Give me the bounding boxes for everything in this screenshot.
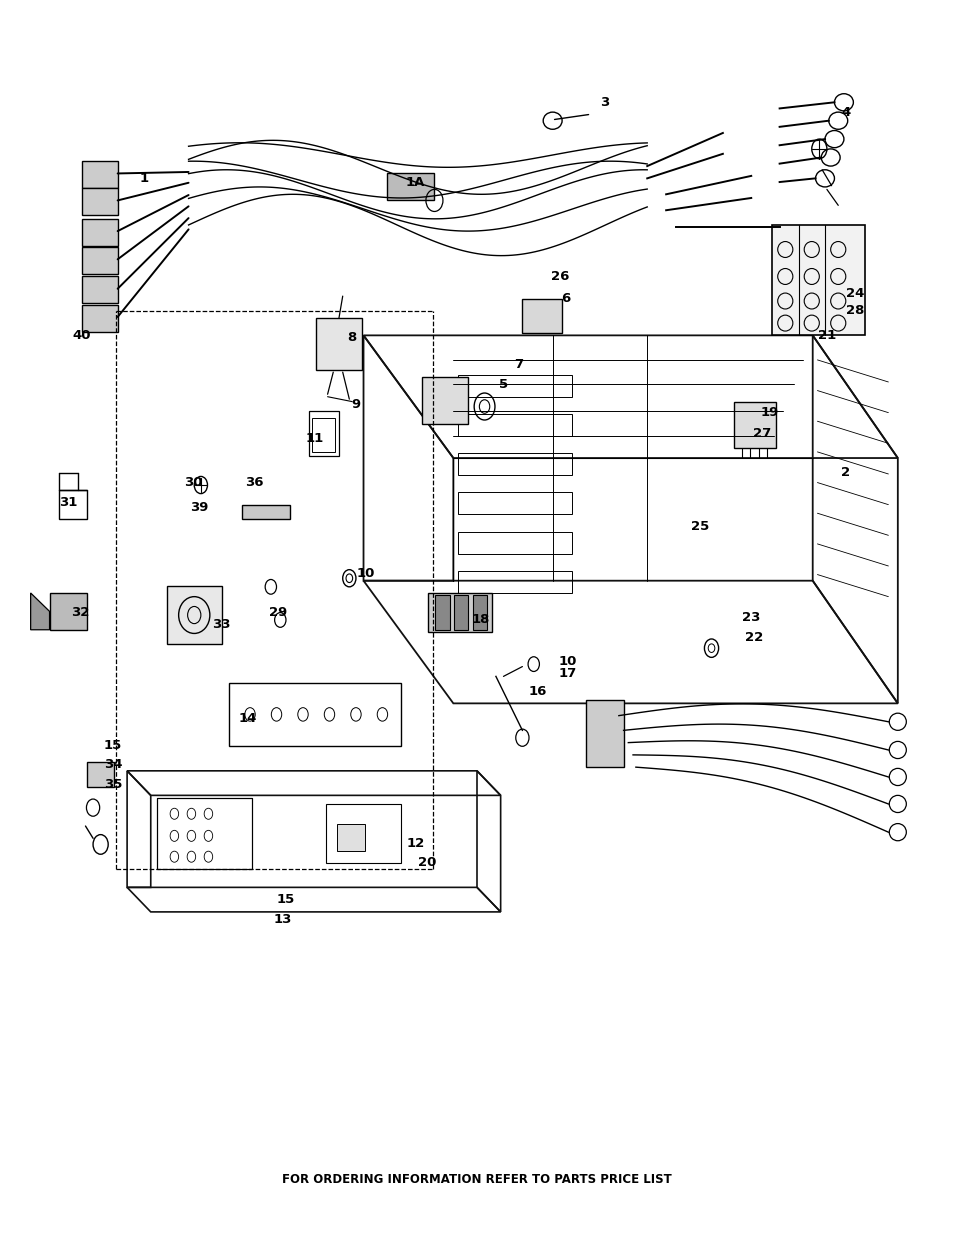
Text: 12: 12 (406, 836, 424, 850)
Bar (387, 173, 434, 200)
Bar (457, 531, 571, 553)
Text: 15: 15 (276, 893, 294, 906)
Text: 1: 1 (139, 172, 149, 185)
Text: 10: 10 (355, 567, 375, 580)
Bar (457, 493, 571, 515)
Bar (457, 571, 571, 593)
Bar (309, 411, 338, 456)
Bar (59, 490, 88, 520)
Text: 23: 23 (741, 611, 760, 624)
Text: FOR ORDERING INFORMATION REFER TO PARTS PRICE LIST: FOR ORDERING INFORMATION REFER TO PARTS … (282, 1173, 671, 1186)
Text: 15: 15 (104, 739, 122, 752)
Bar (457, 453, 571, 475)
Text: 36: 36 (244, 475, 263, 489)
Bar (454, 595, 468, 630)
Text: 17: 17 (558, 667, 577, 680)
Text: 28: 28 (845, 304, 863, 317)
Bar (336, 824, 365, 851)
Bar (82, 277, 117, 304)
Bar (82, 219, 117, 246)
Polygon shape (30, 593, 50, 630)
Bar (315, 319, 361, 369)
Text: 19: 19 (760, 406, 779, 419)
Text: 1A: 1A (405, 175, 425, 189)
Text: 6: 6 (560, 291, 570, 305)
Text: 22: 22 (744, 631, 762, 643)
Text: 33: 33 (213, 619, 231, 631)
Text: 11: 11 (305, 432, 323, 445)
Bar (157, 798, 252, 869)
Text: 2: 2 (841, 467, 849, 479)
Text: 39: 39 (190, 500, 208, 514)
Text: 35: 35 (104, 778, 122, 790)
Bar (157, 798, 252, 869)
Bar (167, 585, 221, 645)
Bar (325, 804, 401, 863)
Text: 30: 30 (184, 475, 202, 489)
Bar (734, 401, 775, 448)
Text: 21: 21 (817, 329, 835, 342)
Text: 31: 31 (59, 495, 77, 509)
Text: 25: 25 (690, 520, 709, 534)
Text: 29: 29 (269, 606, 287, 619)
Bar (457, 414, 571, 436)
Text: 24: 24 (845, 288, 863, 300)
Text: 7: 7 (514, 358, 522, 372)
Bar (313, 417, 335, 452)
Bar (82, 162, 117, 188)
Text: 32: 32 (71, 606, 89, 619)
Bar (771, 225, 863, 336)
Text: 40: 40 (72, 329, 91, 342)
Text: 5: 5 (498, 378, 508, 391)
Bar (82, 188, 117, 215)
Bar (457, 374, 571, 396)
Text: 8: 8 (347, 331, 356, 345)
Bar (82, 305, 117, 332)
Bar (427, 593, 492, 632)
Bar (229, 683, 401, 746)
Bar (88, 762, 113, 787)
Text: 4: 4 (841, 106, 849, 119)
Text: 10: 10 (558, 655, 577, 668)
Bar (473, 595, 487, 630)
Text: 27: 27 (753, 427, 771, 440)
Bar (50, 593, 88, 630)
Bar (435, 595, 449, 630)
Text: 14: 14 (238, 711, 257, 725)
Bar (522, 299, 561, 333)
Text: 34: 34 (104, 758, 122, 771)
Text: 16: 16 (528, 684, 546, 698)
Text: 9: 9 (351, 398, 360, 410)
Bar (422, 377, 467, 424)
Text: 13: 13 (274, 913, 292, 926)
Text: 3: 3 (599, 96, 609, 109)
Bar (82, 247, 117, 274)
Bar (242, 505, 290, 520)
Text: 20: 20 (417, 856, 436, 869)
Text: 26: 26 (551, 270, 569, 283)
Bar (585, 700, 623, 767)
Text: 18: 18 (471, 614, 490, 626)
